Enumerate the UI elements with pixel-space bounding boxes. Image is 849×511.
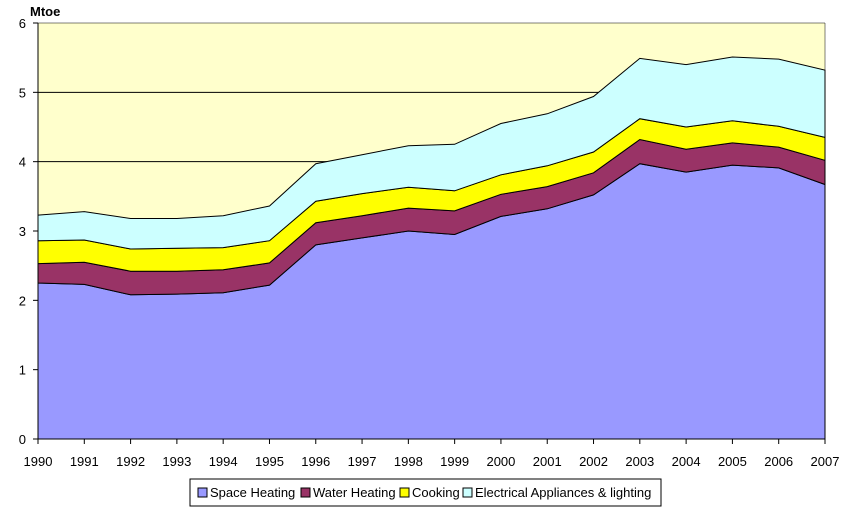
x-tick-label: 2005 <box>718 454 747 469</box>
y-tick-label: 3 <box>19 224 26 239</box>
y-tick-label: 1 <box>19 363 26 378</box>
x-tick-label: 1999 <box>440 454 469 469</box>
x-tick-label: 2002 <box>579 454 608 469</box>
x-tick-label: 1992 <box>116 454 145 469</box>
x-tick-labels: 1990 1991 1992 1993 1994 1995 1996 1997 1998 1999… <box>24 439 840 469</box>
legend-swatch <box>399 487 410 498</box>
y-tick-label: 4 <box>19 155 26 170</box>
y-unit-label: Mtoe <box>30 4 60 19</box>
x-tick-label: 1996 <box>301 454 330 469</box>
x-tick-label: 2007 <box>811 454 840 469</box>
legend-box <box>189 478 662 507</box>
x-tick-label: 2003 <box>625 454 654 469</box>
y-tick-labels: 0 1 2 3 4 5 6 <box>19 16 38 447</box>
legend-label: Space Heating <box>210 485 295 500</box>
x-tick-label: 2006 <box>764 454 793 469</box>
y-tick-label: 6 <box>19 16 26 31</box>
legend-label: Cooking <box>412 485 460 500</box>
x-tick-label: 2004 <box>672 454 701 469</box>
y-tick-label: 0 <box>19 432 26 447</box>
y-tick-label: 2 <box>19 293 26 308</box>
x-tick-label: 1991 <box>70 454 99 469</box>
legend-swatch <box>462 487 473 498</box>
x-tick-label: 1997 <box>348 454 377 469</box>
x-tick-label: 1995 <box>255 454 284 469</box>
legend-label: Water Heating <box>313 485 396 500</box>
x-tick-label: 1990 <box>24 454 53 469</box>
x-tick-label: 2001 <box>533 454 562 469</box>
x-tick-label: 1993 <box>162 454 191 469</box>
legend-swatch <box>300 487 311 498</box>
legend-label: Electrical Appliances & lighting <box>475 485 651 500</box>
x-tick-label: 2000 <box>486 454 515 469</box>
legend-swatch <box>197 487 208 498</box>
legend: Space Heating Water Heating Cooking Electri… <box>189 478 662 507</box>
x-tick-label: 1998 <box>394 454 423 469</box>
x-tick-label: 1994 <box>209 454 238 469</box>
y-tick-label: 5 <box>19 85 26 100</box>
